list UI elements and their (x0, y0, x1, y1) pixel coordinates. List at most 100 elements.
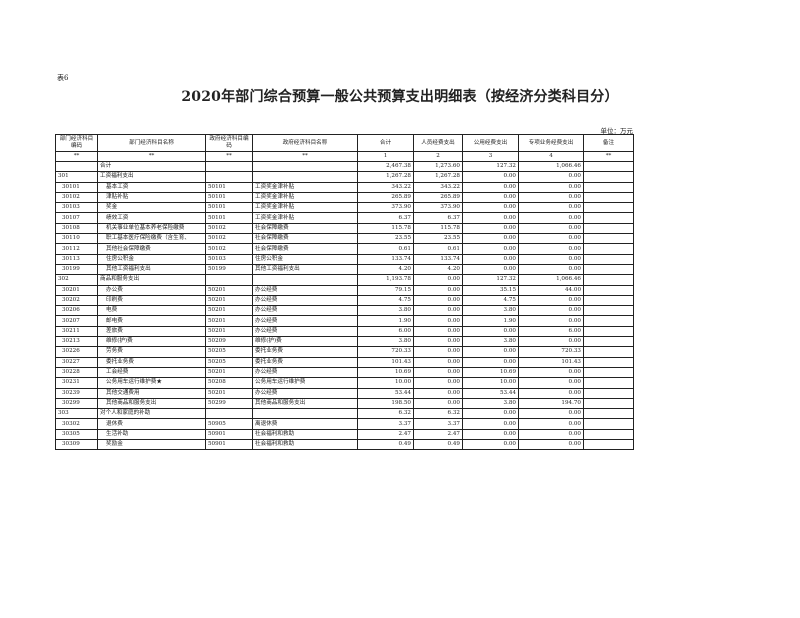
total-cell: 1,193.78 (357, 274, 414, 286)
gov-name-cell: 工资奖金津补贴 (252, 202, 358, 214)
dept-name-cell: 奖金 (97, 202, 206, 214)
total-cell: 2,467.38 (357, 160, 414, 173)
table-row: 30227 委托业务费 50205 委托业务费 101.43 0.00 0.00 101.43 (55, 356, 634, 368)
dept-name-cell: 奖励金 (97, 439, 206, 451)
dept-name-cell: 商品和服务支出 (97, 274, 206, 286)
special-cell: 0.00 (518, 181, 584, 193)
gov-code-cell: 50201 (205, 325, 253, 338)
dept-code-cell: 30213 (55, 336, 98, 348)
gov-name-cell: 办公经费 (252, 284, 358, 296)
total-cell: 133.74 (357, 253, 414, 265)
table-body: 合计 2,467.38 1,273.60 127.32 1,066.46 301 工资福利支… (55, 160, 634, 451)
index-cell: ** (97, 151, 206, 162)
public-cell: 0.00 (462, 171, 519, 183)
total-cell: 2.47 (357, 428, 414, 441)
dept-code-cell: 30202 (55, 294, 98, 307)
dept-code-cell: 30103 (55, 202, 98, 214)
dept-code-cell (55, 160, 98, 173)
personnel-cell: 0.00 (413, 346, 463, 358)
dept-name-cell: 生活补助 (97, 428, 206, 441)
special-cell: 0.00 (518, 387, 584, 399)
note-cell (583, 315, 634, 327)
dept-code-cell: 30309 (55, 439, 98, 451)
special-cell: 0.00 (518, 315, 584, 327)
dept-code-cell: 30107 (55, 212, 98, 224)
dept-code-cell: 30228 (55, 366, 98, 379)
header-total: 合计 (357, 134, 414, 152)
table-row: 30309 奖励金 50901 社会福利和救助 0.49 0.49 0.00 0.00 (55, 439, 634, 451)
header-dept-code: 部门经济科目编码 (55, 134, 98, 152)
table-row: 30202 印刷费 50201 办公经费 4.75 0.00 4.75 0.00 (55, 294, 634, 307)
gov-code-cell: 50102 (205, 243, 253, 255)
note-cell (583, 387, 634, 399)
gov-code-cell (205, 160, 253, 173)
special-cell: 0.00 (518, 439, 584, 451)
gov-name-cell (252, 160, 358, 173)
gov-name-cell: 社会福利和救助 (252, 428, 358, 441)
special-cell: 0.00 (518, 202, 584, 214)
gov-name-cell: 公务用车运行维护费 (252, 377, 358, 389)
total-cell: 0.49 (357, 439, 414, 451)
table-row: 30207 邮电费 50201 办公经费 1.90 0.00 1.90 0.00 (55, 315, 634, 327)
dept-name-cell: 劳务费 (97, 346, 206, 358)
gov-name-cell: 办公经费 (252, 325, 358, 338)
header-personnel: 人员经费支出 (413, 134, 463, 152)
dept-name-cell: 职工基本医疗保险缴费（含生育、 (97, 233, 206, 245)
gov-code-cell: 50101 (205, 191, 253, 204)
dept-name-cell: 其他工资福利支出 (97, 263, 206, 276)
gov-code-cell: 50201 (205, 294, 253, 307)
dept-name-cell: 差旅费 (97, 325, 206, 338)
total-cell: 343.22 (357, 181, 414, 193)
public-cell: 0.00 (462, 243, 519, 255)
public-cell: 0.00 (462, 181, 519, 193)
index-cell: ** (583, 151, 634, 162)
table-row: 30199 其他工资福利支出 50199 其他工资福利支出 4.20 4.20 0.00 0.… (55, 263, 634, 276)
gov-code-cell: 50101 (205, 181, 253, 193)
note-cell (583, 439, 634, 451)
personnel-cell: 0.00 (413, 377, 463, 389)
special-cell: 0.00 (518, 212, 584, 224)
personnel-cell: 0.00 (413, 325, 463, 338)
gov-name-cell: 其他商品和服务支出 (252, 397, 358, 410)
gov-name-cell: 办公经费 (252, 387, 358, 399)
dept-code-cell: 30113 (55, 253, 98, 265)
dept-code-cell: 302 (55, 274, 98, 286)
gov-code-cell: 50205 (205, 346, 253, 358)
index-cell: ** (252, 151, 358, 162)
gov-code-cell: 50208 (205, 377, 253, 389)
note-cell (583, 356, 634, 368)
personnel-cell: 0.00 (413, 366, 463, 379)
gov-name-cell: 工资奖金津补贴 (252, 212, 358, 224)
public-cell: 0.00 (462, 408, 519, 420)
gov-name-cell: 社会保障缴费 (252, 233, 358, 245)
gov-name-cell: 离退休费 (252, 418, 358, 430)
total-cell: 373.90 (357, 202, 414, 214)
total-cell: 79.15 (357, 284, 414, 296)
gov-name-cell: 工资奖金津补贴 (252, 191, 358, 204)
public-cell: 35.15 (462, 284, 519, 296)
table-row: 30103 奖金 50101 工资奖金津补贴 373.90 373.90 0.00 0.00 (55, 202, 634, 214)
dept-name-cell: 邮电费 (97, 315, 206, 327)
note-cell (583, 243, 634, 255)
total-cell: 6.37 (357, 212, 414, 224)
note-cell (583, 181, 634, 193)
public-cell: 0.00 (462, 418, 519, 430)
special-cell: 0.00 (518, 171, 584, 183)
table-row: 30299 其他商品和服务支出 50299 其他商品和服务支出 198.50 0.00 3.… (55, 397, 634, 410)
special-cell: 194.70 (518, 397, 584, 410)
special-cell: 0.00 (518, 233, 584, 245)
personnel-cell: 0.00 (413, 387, 463, 399)
personnel-cell: 0.00 (413, 294, 463, 307)
note-cell (583, 294, 634, 307)
gov-name-cell: 委托业务费 (252, 356, 358, 368)
header-gov-name: 政府经济科目名称 (252, 134, 358, 152)
public-cell: 0.00 (462, 356, 519, 368)
table-number: 表6 (57, 74, 69, 82)
gov-name-cell: 工资奖金津补贴 (252, 181, 358, 193)
table-row: 30228 工会经费 50201 办公经费 10.69 0.00 10.69 0.00 (55, 366, 634, 379)
gov-name-cell: 办公经费 (252, 305, 358, 317)
gov-code-cell: 50103 (205, 253, 253, 265)
gov-code-cell: 50905 (205, 418, 253, 430)
special-cell: 6.00 (518, 325, 584, 338)
gov-code-cell: 50299 (205, 397, 253, 410)
